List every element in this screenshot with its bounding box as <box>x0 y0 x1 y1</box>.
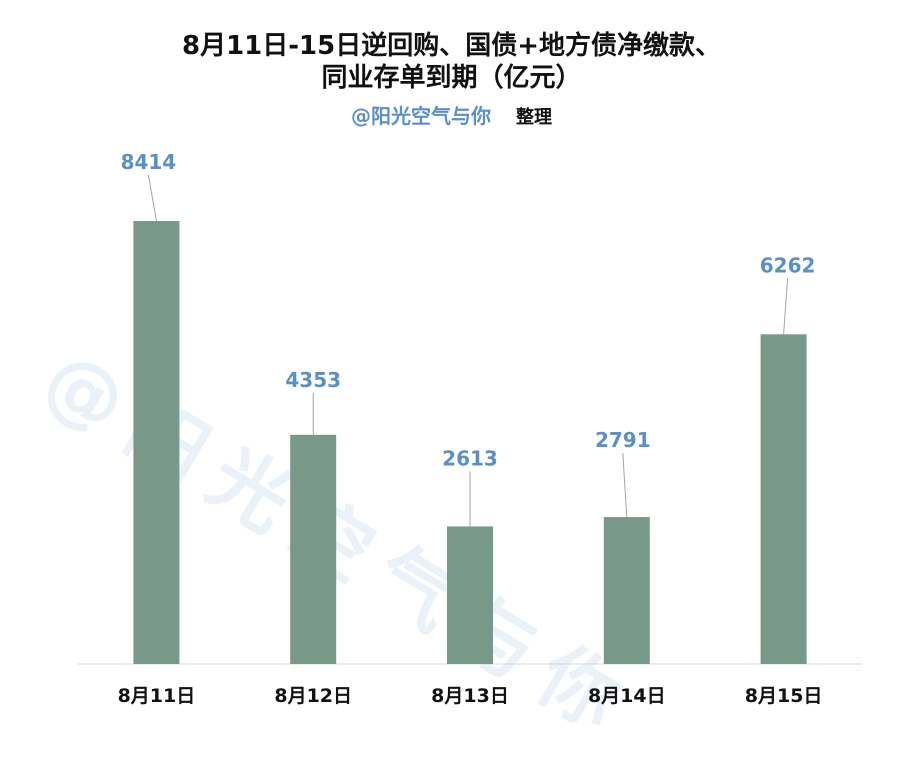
leader-line-1 <box>147 174 157 222</box>
bar-chart: 8414 8月11日 4353 8月12日 2613 8月13日 2791 8月14日 6262… <box>78 150 862 707</box>
leader-line-4 <box>622 453 628 518</box>
bar-2 <box>290 434 337 664</box>
x-tick-label-4: 8月14日 <box>588 685 666 707</box>
bar-3 <box>447 526 493 664</box>
author-handle: @阳光空气与你 <box>351 104 492 128</box>
chart-title-line-2: 同业存单到期（亿元） <box>321 63 582 93</box>
data-label-4: 2791 <box>595 428 651 452</box>
x-tick-label-5: 8月15日 <box>745 685 823 707</box>
data-label-5: 6262 <box>760 253 816 277</box>
x-tick-label-3: 8月13日 <box>431 685 509 707</box>
bar-1 <box>133 221 180 664</box>
chart-title-line-1: 8月11日-15日逆回购、国债+地方债净缴款、 <box>181 31 722 61</box>
author-suffix: 整理 <box>515 107 552 128</box>
leader-line-5 <box>783 278 789 335</box>
x-tick-label-1: 8月11日 <box>118 685 196 707</box>
bar-4 <box>603 517 650 664</box>
data-label-1: 8414 <box>121 150 177 174</box>
x-tick-label-2: 8月12日 <box>274 685 352 707</box>
chart-credit: @阳光空气与你 整理 <box>0 100 903 129</box>
bar-5 <box>760 334 807 664</box>
data-label-3: 2613 <box>442 446 498 470</box>
data-label-2: 4353 <box>285 368 341 392</box>
